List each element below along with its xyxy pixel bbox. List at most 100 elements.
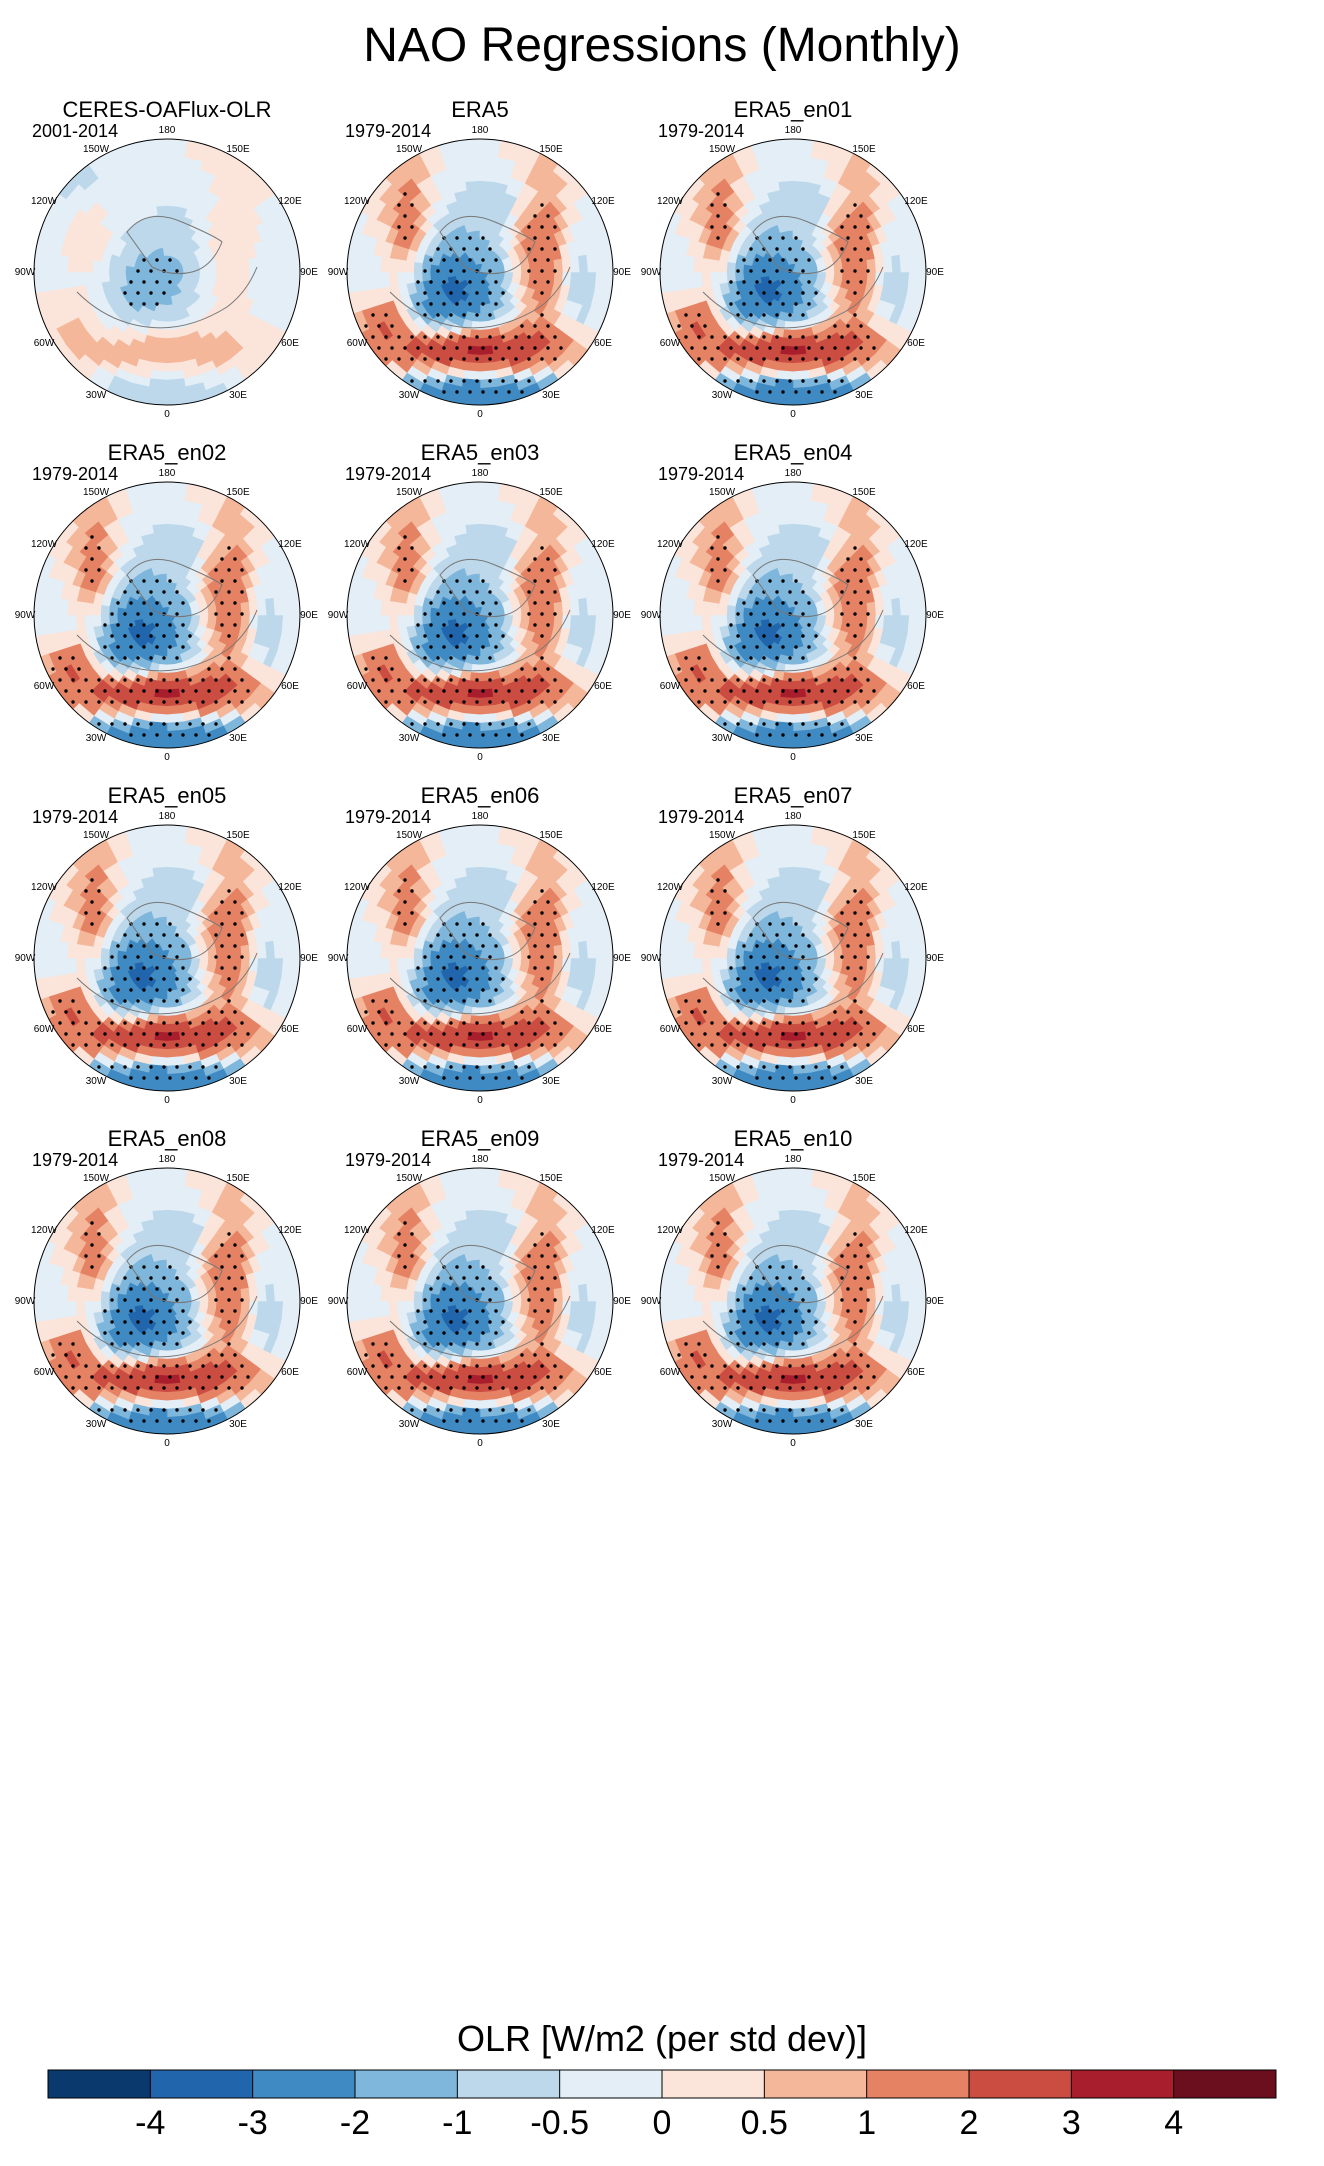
coastline — [126, 558, 223, 618]
polar-panel: 180150E120E90E60E30E030W60W90W120W150WER… — [15, 440, 319, 763]
stipple-dot — [201, 678, 205, 682]
stipple-dot — [520, 324, 524, 328]
stipple-dot — [468, 390, 472, 394]
stipple-dot — [423, 634, 427, 638]
panel-period: 1979-2014 — [345, 464, 431, 484]
stipple-dot — [123, 634, 127, 638]
stipple-dot — [429, 623, 433, 627]
stipple-dot — [840, 722, 844, 726]
field-cell — [116, 271, 127, 281]
stipple-dot — [814, 722, 818, 726]
stipple-dot — [546, 214, 550, 218]
field-cell — [473, 573, 481, 583]
stipple-dot — [762, 379, 766, 383]
stipple-dot — [188, 722, 192, 726]
stipple-dot — [423, 612, 427, 616]
stipple-dot — [840, 247, 844, 251]
stipple-dot — [429, 346, 433, 350]
field-cell — [166, 680, 180, 691]
stipple-dot — [801, 335, 805, 339]
field-cell — [256, 599, 268, 616]
stipple-dot — [723, 203, 727, 207]
stipple-dot — [814, 335, 818, 339]
field-cell — [153, 188, 168, 199]
stipple-dot — [227, 590, 231, 594]
stipple-dot — [501, 357, 505, 361]
field-cell — [224, 957, 234, 969]
polar-panel: 180150E120E90E60E30E030W60W90W120W150WER… — [641, 97, 945, 420]
stipple-dot — [788, 656, 792, 660]
stipple-dot — [833, 346, 837, 350]
stipple-dot — [553, 590, 557, 594]
stipple-dot — [468, 258, 472, 262]
stipple-dot — [807, 302, 811, 306]
stipple-dot — [390, 346, 394, 350]
stipple-dot — [736, 634, 740, 638]
stipple-dot — [488, 291, 492, 295]
field-cell — [347, 271, 358, 294]
stipple-dot — [794, 645, 798, 649]
stipple-dot — [240, 612, 244, 616]
stipple-dot — [827, 678, 831, 682]
stipple-dot — [103, 623, 107, 627]
field-cell — [166, 312, 176, 323]
stipple-dot — [168, 280, 172, 284]
stipple-dot — [833, 390, 837, 394]
stipple-dot — [697, 357, 701, 361]
stipple-dot — [51, 667, 55, 671]
stipple-dot — [716, 689, 720, 693]
stipple-dot — [840, 678, 844, 682]
field-cell — [166, 696, 182, 707]
stipple-dot — [514, 357, 518, 361]
stipple-dot — [788, 379, 792, 383]
stipple-dot — [371, 313, 375, 317]
stipple-dot — [423, 722, 427, 726]
stipple-dot — [233, 689, 237, 693]
stipple-dot — [801, 247, 805, 251]
stipple-dot — [488, 656, 492, 660]
stipple-dot — [436, 335, 440, 339]
stipple-dot — [840, 568, 844, 572]
stipple-dot — [423, 678, 427, 682]
longitude-label: 90W — [641, 267, 662, 278]
field-cell — [166, 188, 181, 199]
stipple-dot — [155, 280, 159, 284]
stipple-dot — [384, 357, 388, 361]
stipple-dot — [175, 722, 179, 726]
field-cell — [692, 271, 704, 288]
stipple-dot — [142, 302, 146, 306]
stipple-dot — [162, 722, 166, 726]
stipple-dot — [442, 601, 446, 605]
stipple-dot — [462, 678, 466, 682]
stipple-dot — [449, 700, 453, 704]
stipple-dot — [859, 280, 863, 284]
longitude-label: 90E — [926, 610, 944, 621]
stipple-dot — [801, 291, 805, 295]
longitude-label: 150E — [539, 144, 563, 155]
stipple-dot — [175, 590, 179, 594]
field-cell — [396, 614, 407, 629]
field-cell — [701, 271, 712, 287]
field-cell — [100, 261, 110, 273]
longitude-label: 150W — [83, 144, 110, 155]
stipple-dot — [155, 601, 159, 605]
stipple-dot — [481, 689, 485, 693]
longitude-label: 30W — [399, 733, 420, 744]
stipple-dot — [436, 612, 440, 616]
stipple-dot — [214, 590, 218, 594]
stipple-dot — [755, 346, 759, 350]
longitude-label: 90E — [300, 610, 318, 621]
stipple-dot — [436, 656, 440, 660]
stipple-dot — [227, 546, 231, 550]
coastline — [439, 558, 536, 618]
stipple-dot — [371, 678, 375, 682]
field-cell — [874, 257, 885, 273]
longitude-label: 90W — [15, 610, 36, 621]
stipple-dot — [833, 733, 837, 737]
stipple-dot — [449, 291, 453, 295]
field-cell — [466, 531, 481, 542]
stipple-dot — [136, 678, 140, 682]
stipple-dot — [468, 346, 472, 350]
stipple-dot — [455, 258, 459, 262]
field-cell — [421, 614, 432, 625]
